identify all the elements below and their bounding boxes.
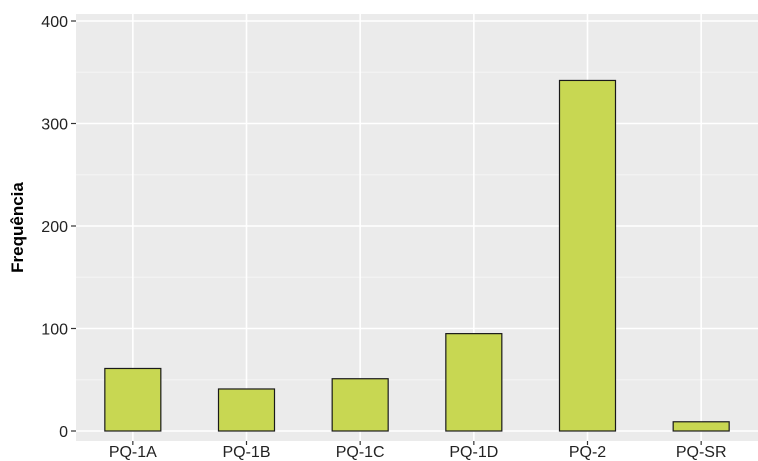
x-tick-label: PQ-1D [449, 444, 498, 461]
bar-pq-1c [331, 378, 389, 432]
bar-pq-1d [445, 333, 503, 432]
bar-pq-sr [672, 421, 730, 432]
bar-pq-1b [217, 388, 276, 432]
y-tick-label: 400 [41, 14, 68, 31]
bar-pq-1a [104, 367, 162, 432]
bar-pq-2 [558, 79, 617, 432]
plot-panel [76, 14, 758, 441]
y-tick-label: 200 [41, 219, 68, 236]
x-tick-label: PQ-1C [336, 444, 385, 461]
y-tick-label: 300 [41, 117, 68, 134]
y-tick-label: 100 [41, 322, 68, 339]
x-tick-label: PQ-2 [569, 444, 606, 461]
bars [104, 79, 730, 432]
x-axis: PQ-1A PQ-1B PQ-1C PQ-1D PQ-2 PQ-SR [109, 441, 727, 461]
y-axis: 0 100 200 300 400 [41, 14, 76, 441]
x-tick-label: PQ-1A [109, 444, 157, 461]
y-tick-label: 0 [59, 424, 68, 441]
x-tick-label: PQ-SR [676, 444, 727, 461]
x-tick-label: PQ-1B [222, 444, 270, 461]
y-axis-title: Frequência [8, 182, 27, 273]
